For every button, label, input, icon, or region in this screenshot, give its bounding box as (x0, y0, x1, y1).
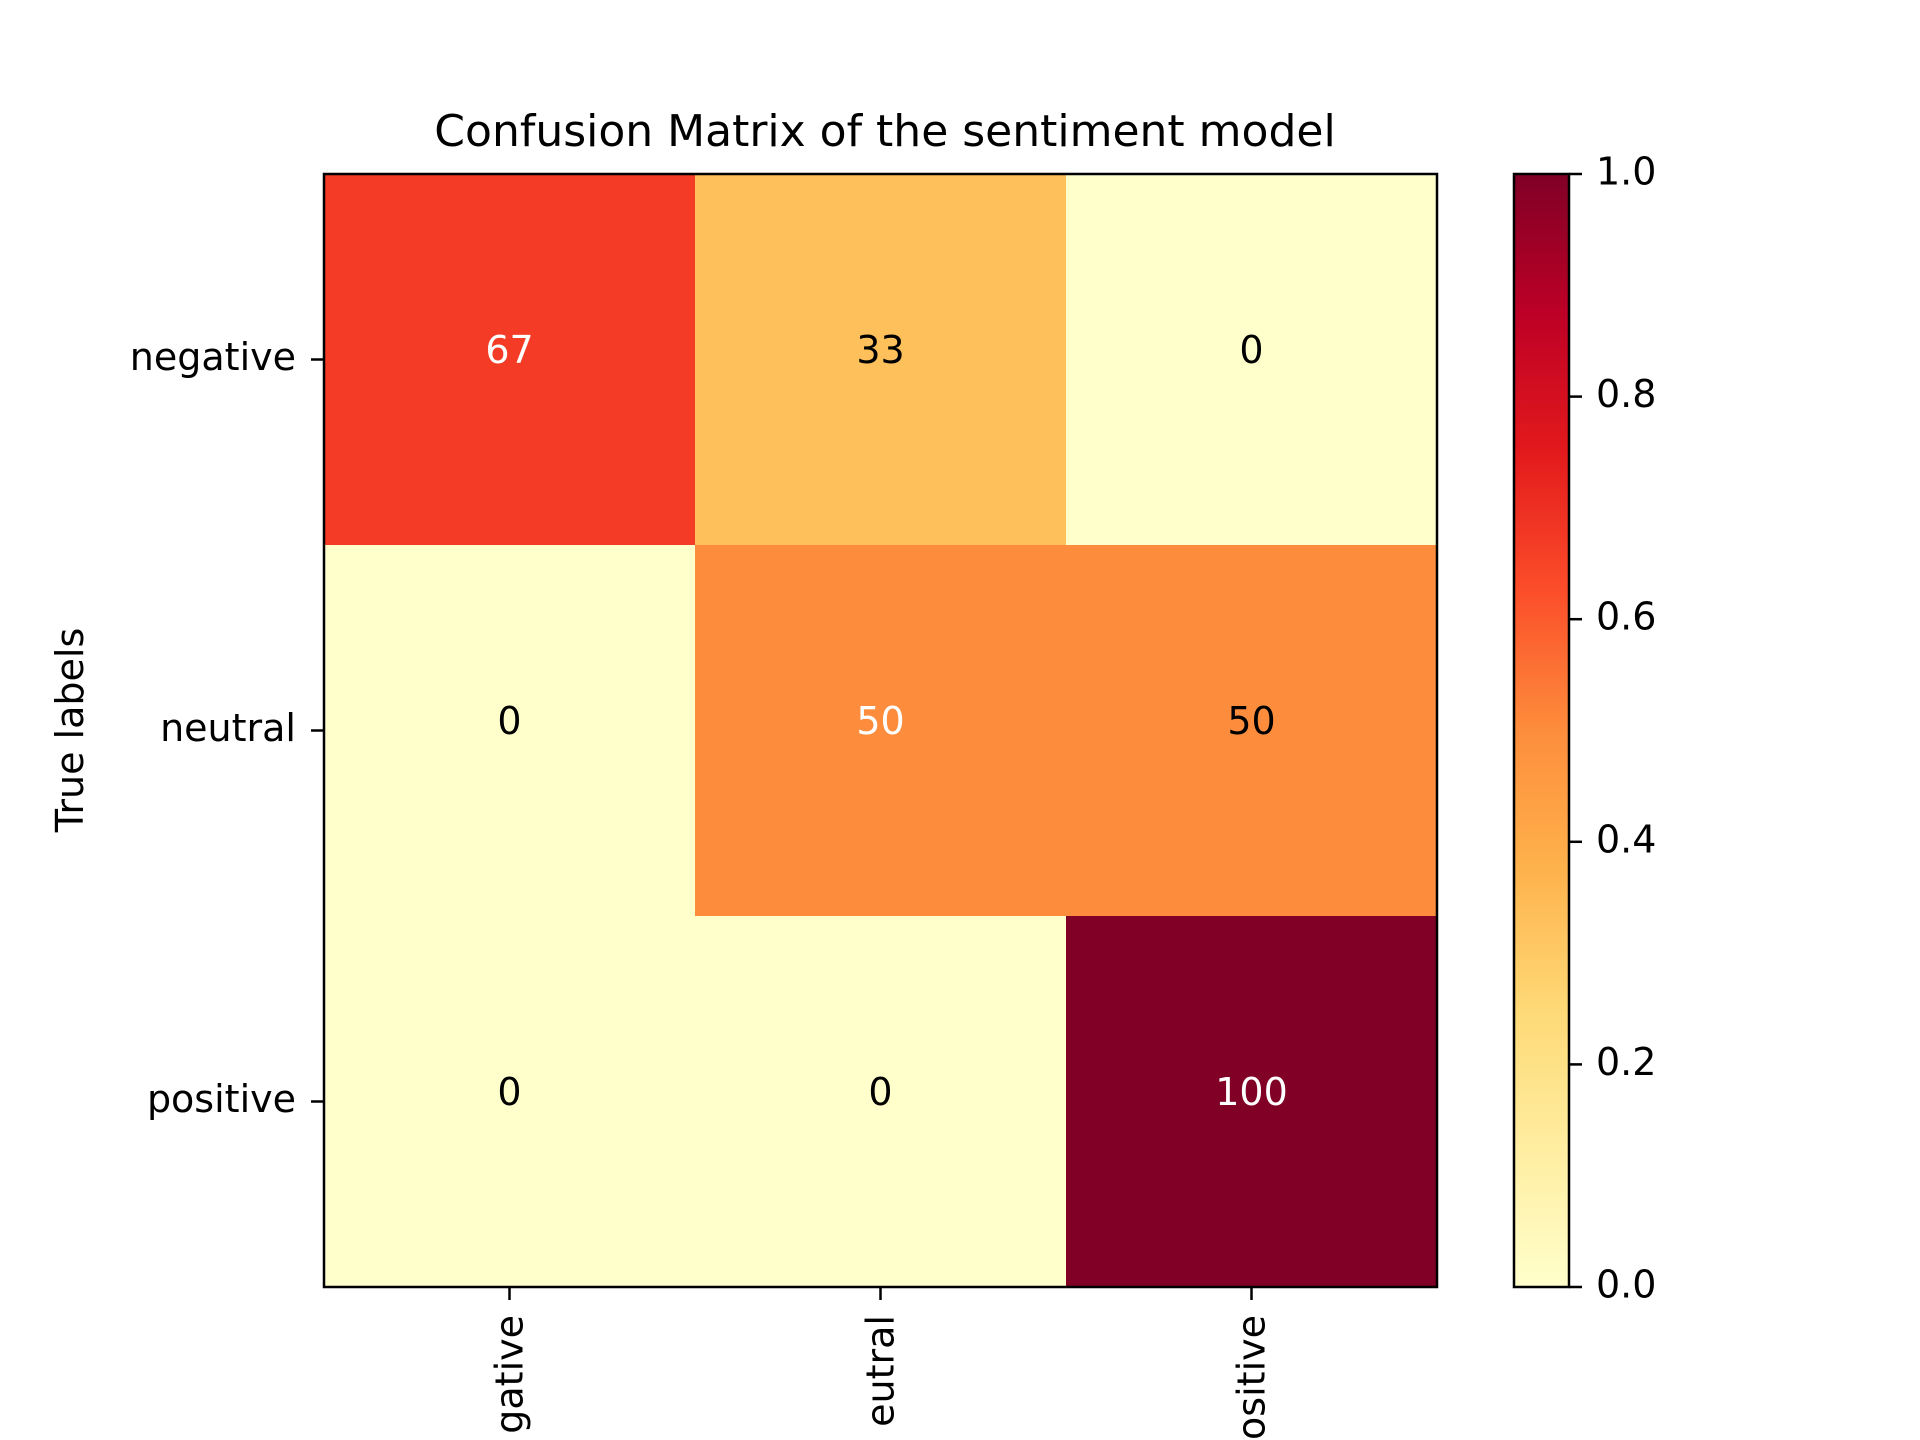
cell-value-label: 33 (856, 328, 904, 372)
heatmap-cells (324, 174, 1438, 1288)
y-tick-label: positive (147, 1077, 296, 1121)
colorbar-tick-label: 0.8 (1596, 372, 1656, 416)
x-axis-ticks: gative eutral ositive (488, 1287, 1274, 1440)
heatmap-cell-neutral-positive (1066, 545, 1438, 917)
heatmap-cell-positive-positive (1066, 916, 1438, 1288)
colorbar (1512, 172, 1571, 1289)
cell-value-label: 100 (1215, 1070, 1288, 1114)
cell-value-label: 0 (1239, 328, 1263, 372)
heatmap-cell-negative-positive (1066, 174, 1438, 546)
colorbar-ticks: 0.0 0.2 0.4 0.6 0.8 1.0 (1569, 150, 1656, 1307)
heatmap-cell-neutral-negative (324, 545, 696, 917)
cell-value-label: 0 (497, 1070, 521, 1114)
cell-value-label: 67 (485, 328, 533, 372)
cell-value-label: 50 (856, 699, 904, 743)
heatmap-cell-positive-neutral (695, 916, 1067, 1288)
heatmap-cell-positive-negative (324, 916, 696, 1288)
y-axis-label: True labels (48, 628, 92, 834)
cell-value-label: 0 (868, 1070, 892, 1114)
heatmap-cell-negative-negative (324, 174, 696, 546)
x-tick-label: eutral (859, 1315, 903, 1427)
heatmap-cell-labels: 67 33 0 0 50 50 0 0 100 (485, 328, 1287, 1114)
y-tick-label: negative (130, 335, 296, 379)
colorbar-tick-label: 0.2 (1596, 1040, 1656, 1084)
x-tick-label: ositive (1230, 1315, 1274, 1440)
cell-value-label: 0 (497, 699, 521, 743)
chart-title: Confusion Matrix of the sentiment model (434, 106, 1335, 157)
colorbar-tick-label: 0.6 (1596, 595, 1656, 639)
y-tick-label: neutral (160, 706, 296, 750)
heatmap-cell-neutral-neutral (695, 545, 1067, 917)
cell-value-label: 50 (1227, 699, 1275, 743)
x-tick-label: gative (488, 1315, 532, 1434)
colorbar-tick-label: 0.0 (1596, 1263, 1656, 1307)
colorbar-tick-label: 1.0 (1596, 150, 1656, 194)
y-axis-ticks: negative neutral positive (130, 335, 324, 1121)
colorbar-tick-label: 0.4 (1596, 817, 1656, 861)
heatmap-cell-negative-neutral (695, 174, 1067, 546)
